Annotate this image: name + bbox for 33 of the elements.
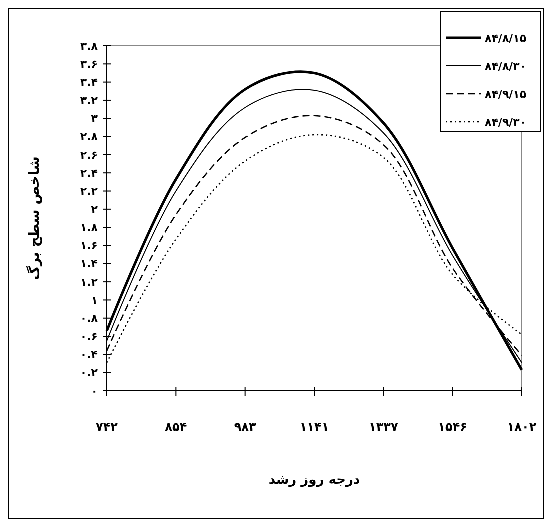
y-tick-label: ۱.۴ [80, 258, 98, 271]
x-axis-title: درجه روز رشد [268, 473, 360, 488]
x-tick-label: ۱۳۳۷ [369, 420, 399, 434]
y-tick-label: ۱.۸ [80, 221, 98, 234]
legend-label: ۸۴/۹/۳۰ [485, 116, 527, 129]
legend-label: ۸۴/۸/۱۵ [485, 32, 527, 45]
y-tick-label: ۲ [91, 203, 98, 216]
legend-label: ۸۴/۸/۳۰ [485, 60, 527, 73]
x-tick-label: ۸۵۴ [165, 420, 188, 434]
y-tick-label: ۰ [91, 384, 98, 398]
x-tick-label: ۷۴۲ [96, 420, 119, 434]
y-tick-label: ۰.۴ [80, 348, 98, 362]
y-axis-title: شاخص سطح برگ [26, 156, 43, 280]
y-tick-label: ۳.۶ [80, 58, 98, 72]
y-tick-label: ۱ [91, 294, 98, 308]
y-tick-label: ۰.۸ [80, 312, 98, 326]
x-tick-label: ۱۱۴۱ [300, 420, 330, 434]
y-tick-label: ۲.۴ [80, 166, 98, 180]
y-tick-label: ۳.۸ [80, 40, 98, 53]
y-tick-label: ۳.۲ [80, 94, 98, 108]
y-tick-label: ۰.۲ [80, 366, 98, 380]
y-tick-label: ۲.۲ [80, 185, 98, 198]
y-tick-label: ۲.۸ [80, 130, 98, 144]
y-tick-label: ۰.۶ [80, 330, 98, 344]
legend-label: ۸۴/۹/۱۵ [485, 88, 527, 101]
y-tick-label: ۱.۶ [80, 240, 98, 253]
y-tick-label: ۳.۴ [80, 76, 98, 90]
x-tick-label: ۱۸۰۲ [507, 420, 538, 434]
y-tick-label: ۱.۲ [80, 276, 98, 289]
y-tick-label: ۳ [91, 112, 98, 126]
x-tick-label: ۹۸۳ [234, 420, 257, 434]
x-tick-label: ۱۵۴۶ [438, 420, 468, 434]
y-tick-label: ۲.۶ [80, 148, 98, 162]
